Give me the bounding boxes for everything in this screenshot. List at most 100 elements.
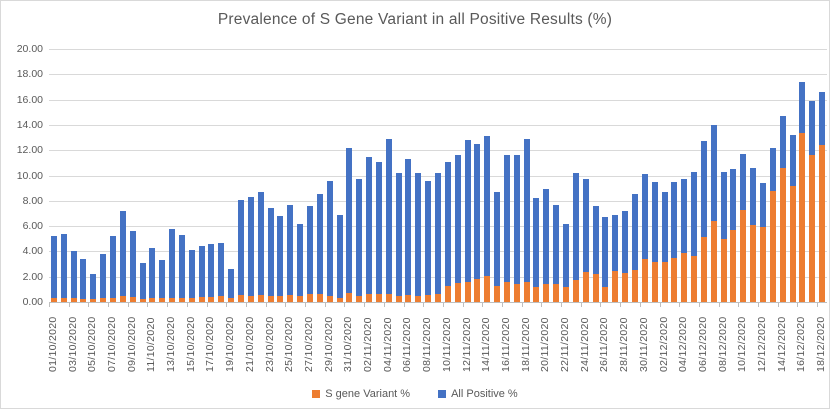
x-tick-label[interactable]: 11/10/2020 xyxy=(145,317,157,372)
all-positive-bar-segment[interactable] xyxy=(317,194,323,294)
all-positive-bar-segment[interactable] xyxy=(671,182,677,258)
all-positive-bar-segment[interactable] xyxy=(504,155,510,282)
y-tick-label[interactable]: 2.00 xyxy=(22,271,43,283)
s-gene-variant-bar-segment[interactable] xyxy=(524,282,530,302)
all-positive-bar-segment[interactable] xyxy=(425,181,431,295)
y-tick-label[interactable]: 14.00 xyxy=(16,119,43,131)
x-tick-label[interactable]: 03/10/2020 xyxy=(67,316,79,372)
x-tick-label[interactable]: 12/12/2020 xyxy=(756,316,768,372)
all-positive-bar-segment[interactable] xyxy=(90,274,96,299)
x-tick-label[interactable]: 28/11/2020 xyxy=(618,317,630,372)
all-positive-bar-segment[interactable] xyxy=(583,179,589,272)
s-gene-variant-bar-segment[interactable] xyxy=(268,296,274,302)
all-positive-bar-segment[interactable] xyxy=(484,136,490,276)
y-tick-label[interactable]: 6.00 xyxy=(22,220,43,232)
all-positive-bar-segment[interactable] xyxy=(524,139,530,282)
s-gene-variant-bar-segment[interactable] xyxy=(100,298,106,302)
all-positive-bar-segment[interactable] xyxy=(691,172,697,256)
s-gene-variant-bar-segment[interactable] xyxy=(593,274,599,302)
all-positive-bar-segment[interactable] xyxy=(681,179,687,253)
s-gene-variant-bar-segment[interactable] xyxy=(750,225,756,302)
s-gene-variant-bar-segment[interactable] xyxy=(297,296,303,302)
y-tick-label[interactable]: 18.00 xyxy=(16,68,43,80)
s-gene-variant-bar-segment[interactable] xyxy=(317,294,323,302)
s-gene-variant-bar-segment[interactable] xyxy=(120,296,126,302)
s-gene-variant-bar-segment[interactable] xyxy=(819,145,825,302)
x-tick-label[interactable]: 18/12/2020 xyxy=(815,316,827,372)
x-tick-label[interactable]: 14/12/2020 xyxy=(776,316,788,372)
s-gene-variant-bar-segment[interactable] xyxy=(474,279,480,302)
all-positive-bar-segment[interactable] xyxy=(405,159,411,295)
all-positive-bar-segment[interactable] xyxy=(514,155,520,284)
s-gene-variant-bar-segment[interactable] xyxy=(258,295,264,302)
s-gene-variant-bar-segment[interactable] xyxy=(386,294,392,302)
y-tick-label[interactable]: 8.00 xyxy=(22,195,43,207)
all-positive-bar-segment[interactable] xyxy=(71,251,77,298)
x-tick-label[interactable]: 07/10/2020 xyxy=(106,316,118,372)
all-positive-bar-segment[interactable] xyxy=(445,162,451,286)
s-gene-variant-bar-segment[interactable] xyxy=(662,262,668,302)
all-positive-bar-segment[interactable] xyxy=(602,217,608,287)
legend-item-s-gene-variant[interactable]: S gene Variant % xyxy=(312,388,410,400)
all-positive-bar-segment[interactable] xyxy=(169,229,175,298)
s-gene-variant-bar-segment[interactable] xyxy=(770,191,776,302)
y-tick-label[interactable]: 20.00 xyxy=(16,43,43,55)
y-tick-label[interactable]: 4.00 xyxy=(22,245,43,257)
all-positive-bar-segment[interactable] xyxy=(199,246,205,297)
all-positive-bar-segment[interactable] xyxy=(701,141,707,237)
s-gene-variant-bar-segment[interactable] xyxy=(189,298,195,302)
s-gene-variant-bar-segment[interactable] xyxy=(218,296,224,302)
y-tick-label[interactable]: 10.00 xyxy=(16,170,43,182)
s-gene-variant-bar-segment[interactable] xyxy=(760,227,766,302)
x-tick-label[interactable]: 02/12/2020 xyxy=(658,316,670,372)
s-gene-variant-bar-segment[interactable] xyxy=(140,299,146,302)
x-tick-label[interactable]: 06/11/2020 xyxy=(401,317,413,372)
s-gene-variant-bar-segment[interactable] xyxy=(396,296,402,302)
all-positive-bar-segment[interactable] xyxy=(159,260,165,298)
all-positive-bar-segment[interactable] xyxy=(337,215,343,298)
all-positive-bar-segment[interactable] xyxy=(730,169,736,230)
legend-item-all-positive[interactable]: All Positive % xyxy=(438,388,518,400)
s-gene-variant-bar-segment[interactable] xyxy=(602,287,608,302)
x-tick-label[interactable]: 10/12/2020 xyxy=(736,316,748,372)
x-tick-label[interactable]: 13/10/2020 xyxy=(165,316,177,372)
all-positive-bar-segment[interactable] xyxy=(563,224,569,287)
all-positive-bar-segment[interactable] xyxy=(100,254,106,298)
s-gene-variant-bar-segment[interactable] xyxy=(642,259,648,302)
all-positive-bar-segment[interactable] xyxy=(356,179,362,296)
all-positive-bar-segment[interactable] xyxy=(770,148,776,191)
s-gene-variant-bar-segment[interactable] xyxy=(514,284,520,302)
all-positive-bar-segment[interactable] xyxy=(780,116,786,168)
s-gene-variant-bar-segment[interactable] xyxy=(376,294,382,302)
s-gene-variant-bar-segment[interactable] xyxy=(573,280,579,302)
all-positive-bar-segment[interactable] xyxy=(711,125,717,221)
x-tick-label[interactable]: 31/10/2020 xyxy=(342,316,354,372)
all-positive-bar-segment[interactable] xyxy=(120,211,126,296)
all-positive-bar-segment[interactable] xyxy=(593,206,599,274)
s-gene-variant-bar-segment[interactable] xyxy=(563,287,569,302)
x-tick-label[interactable]: 17/10/2020 xyxy=(204,316,216,372)
s-gene-variant-bar-segment[interactable] xyxy=(632,270,638,302)
all-positive-bar-segment[interactable] xyxy=(662,192,668,262)
x-tick-label[interactable]: 06/12/2020 xyxy=(697,316,709,372)
s-gene-variant-bar-segment[interactable] xyxy=(248,296,254,302)
chart-title[interactable]: Prevalence of S Gene Variant in all Posi… xyxy=(217,11,613,28)
all-positive-bar-segment[interactable] xyxy=(760,183,766,227)
all-positive-bar-segment[interactable] xyxy=(632,194,638,270)
x-tick-label[interactable]: 18/11/2020 xyxy=(520,317,532,372)
all-positive-bar-segment[interactable] xyxy=(189,250,195,298)
s-gene-variant-bar-segment[interactable] xyxy=(356,296,362,302)
s-gene-variant-bar-segment[interactable] xyxy=(71,298,77,302)
all-positive-bar-segment[interactable] xyxy=(819,92,825,145)
x-tick-label[interactable]: 21/10/2020 xyxy=(244,316,256,372)
all-positive-bar-segment[interactable] xyxy=(612,215,618,271)
x-tick-label[interactable]: 01/10/2020 xyxy=(47,316,59,372)
all-positive-bar-segment[interactable] xyxy=(297,224,303,296)
s-gene-variant-bar-segment[interactable] xyxy=(425,295,431,302)
s-gene-variant-bar-segment[interactable] xyxy=(465,282,471,302)
all-positive-bar-segment[interactable] xyxy=(248,197,254,296)
all-positive-bar-segment[interactable] xyxy=(396,173,402,296)
all-positive-bar-segment[interactable] xyxy=(80,259,86,299)
s-gene-variant-bar-segment[interactable] xyxy=(455,283,461,302)
s-gene-variant-bar-segment[interactable] xyxy=(169,298,175,302)
